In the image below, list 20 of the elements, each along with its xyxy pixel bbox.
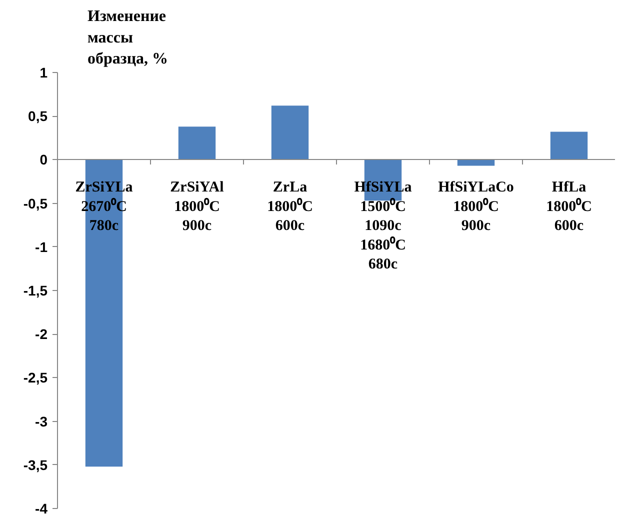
bar (271, 106, 309, 160)
y-tick-label: -0,5 (23, 195, 48, 212)
y-tick-label: 0,5 (28, 108, 48, 124)
y-axis-title: Изменение массы образца, % (88, 8, 168, 68)
y-tick-label: 0 (40, 152, 48, 168)
y-tick-label: 1 (40, 64, 48, 80)
x-tick-label: HfSiYLaCo 1800⁰C 900c (438, 180, 514, 234)
x-tick-label: ZrLa 1800⁰C 600c (267, 180, 313, 234)
bar (457, 160, 495, 166)
y-tick-label: -3,5 (23, 456, 48, 473)
y-tick-label: -1 (35, 238, 48, 255)
y-tick-label: -4 (35, 500, 48, 516)
y-tick-label: -3 (35, 413, 48, 430)
y-tick-label: -1,5 (23, 282, 48, 298)
y-tick-label: -2 (35, 326, 48, 342)
bar (550, 132, 588, 160)
x-tick-label: HfLa 1800⁰C 600c (546, 180, 592, 234)
x-tick-label: ZrSiYAl 1800⁰C 900c (170, 180, 224, 234)
bar (178, 126, 216, 160)
y-tick-label: -2,5 (23, 370, 48, 386)
